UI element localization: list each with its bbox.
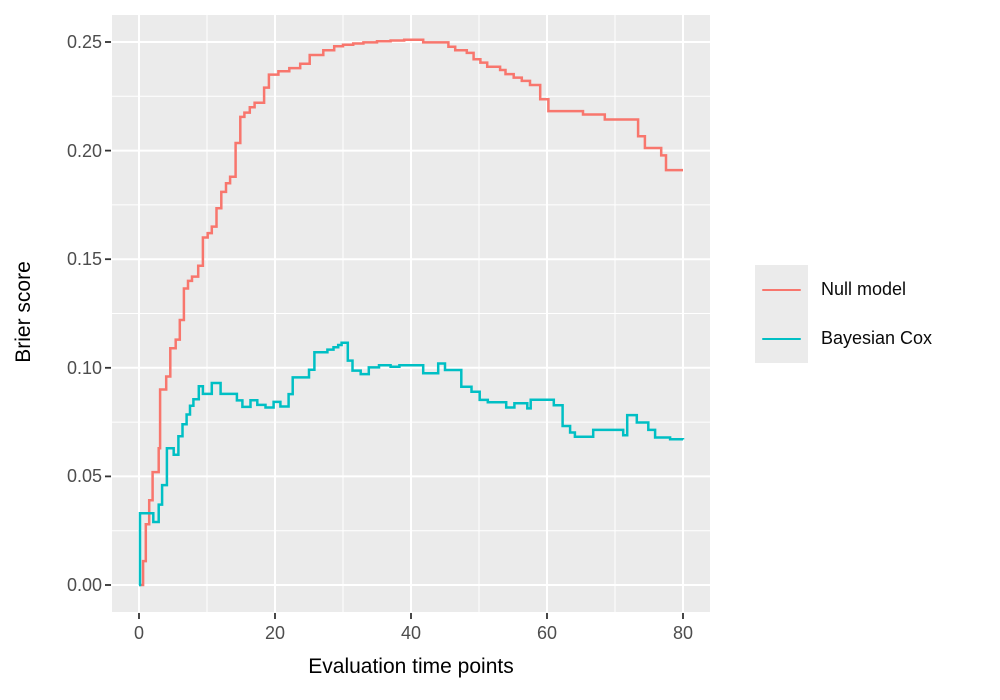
y-tick-label: 0.15 [66, 249, 102, 270]
legend-item-bayesian-cox: Bayesian Cox [755, 314, 932, 363]
x-tick-label: 0 [133, 623, 144, 643]
legend-label-null-model: Null model [821, 279, 907, 299]
y-tick-label: 0.10 [66, 357, 102, 378]
bayesian-cox-line-swatch [762, 337, 801, 341]
x-tick-label: 80 [672, 623, 694, 643]
legend-label-bayesian-cox: Bayesian Cox [821, 328, 933, 348]
y-tick-label: 0.20 [66, 140, 102, 161]
y-axis-title: Brier score [12, 261, 35, 363]
x-tick-label: 60 [536, 623, 558, 643]
x-axis-title: Evaluation time points [308, 655, 514, 678]
y-tick-label: 0.25 [66, 32, 102, 52]
null-model-line-swatch [762, 288, 801, 292]
x-tick-label: 20 [264, 623, 286, 643]
legend-item-null-model: Null model [755, 265, 932, 314]
series-line-null-model [139, 38, 683, 587]
legend-key-bayesian-cox [755, 314, 808, 363]
y-tick-label: 0.00 [66, 575, 102, 595]
x-tick-label: 40 [400, 623, 422, 643]
series-line-bayesian-cox [138, 341, 685, 587]
legend-key-null-model [755, 265, 808, 314]
y-tick-label: 0.05 [66, 466, 102, 487]
legend: Null model Bayesian Cox [755, 265, 932, 363]
